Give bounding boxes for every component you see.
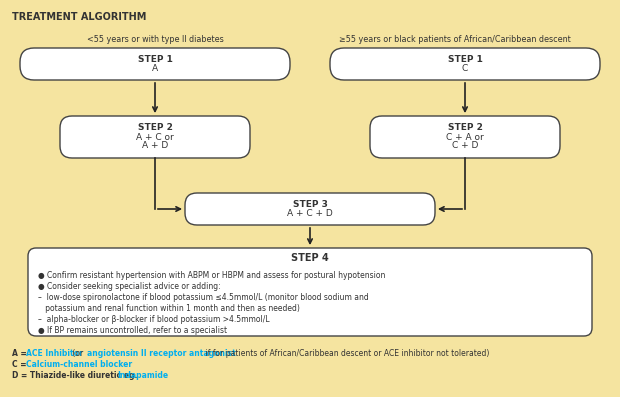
FancyBboxPatch shape [20,48,290,80]
Text: A + C or: A + C or [136,133,174,141]
Text: STEP 1: STEP 1 [138,55,172,64]
Text: (or: (or [70,349,86,358]
FancyBboxPatch shape [28,248,592,336]
Text: A + C + D: A + C + D [287,209,333,218]
FancyBboxPatch shape [370,116,560,158]
Text: angiotensin II receptor antagonist: angiotensin II receptor antagonist [87,349,236,358]
FancyBboxPatch shape [330,48,600,80]
Text: A: A [152,64,158,73]
Text: C =: C = [12,360,29,369]
Text: TREATMENT ALGORITHM: TREATMENT ALGORITHM [12,12,146,22]
Text: Indapamide: Indapamide [118,371,169,380]
Text: STEP 1: STEP 1 [448,55,482,64]
Text: C + D: C + D [452,141,478,150]
Text: ≥55 years or black patients of African/Caribbean descent: ≥55 years or black patients of African/C… [339,35,571,44]
Text: STEP 3: STEP 3 [293,200,327,209]
Text: A =: A = [12,349,29,358]
Text: ● Consider seeking specialist advice or adding:: ● Consider seeking specialist advice or … [38,282,221,291]
Text: <55 years or with type II diabetes: <55 years or with type II diabetes [87,35,223,44]
Text: Calcium-channel blocker: Calcium-channel blocker [25,360,132,369]
Text: A + D: A + D [142,141,168,150]
Text: ACE Inhibitor: ACE Inhibitor [25,349,82,358]
Text: –  low-dose spironolactone if blood potassium ≤4.5mmol/L (monitor blood sodium a: – low-dose spironolactone if blood potas… [38,293,369,302]
Text: ● If BP remains uncontrolled, refer to a specialist: ● If BP remains uncontrolled, refer to a… [38,326,227,335]
Text: C: C [462,64,468,73]
Text: C + A or: C + A or [446,133,484,141]
Text: STEP 4: STEP 4 [291,253,329,263]
Text: –  alpha-blocker or β-blocker if blood potassium >4.5mmol/L: – alpha-blocker or β-blocker if blood po… [38,315,270,324]
Text: STEP 2: STEP 2 [138,123,172,133]
FancyBboxPatch shape [60,116,250,158]
Text: D = Thiazide-like diuretic eg.: D = Thiazide-like diuretic eg. [12,371,140,380]
FancyBboxPatch shape [185,193,435,225]
Text: ● Confirm resistant hypertension with ABPM or HBPM and assess for postural hypot: ● Confirm resistant hypertension with AB… [38,271,386,280]
Text: STEP 2: STEP 2 [448,123,482,133]
Text: if for patients of African/Caribbean descent or ACE inhibitor not tolerated): if for patients of African/Caribbean des… [203,349,489,358]
Text: potassium and renal function within 1 month and then as needed): potassium and renal function within 1 mo… [38,304,300,313]
